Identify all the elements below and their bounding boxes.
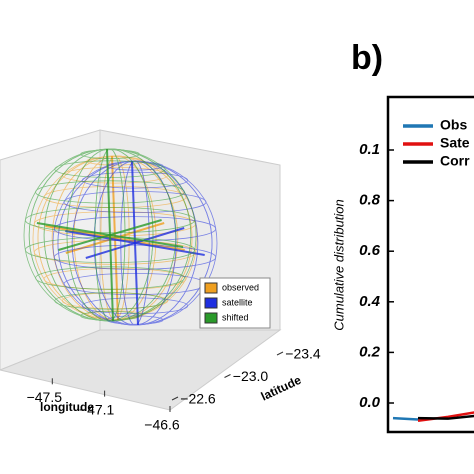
panel-label: b) — [351, 39, 383, 77]
x-axis-label: longitude — [40, 400, 94, 414]
y-axis-label: Cumulative distribution — [331, 199, 346, 331]
legend-swatch — [204, 312, 218, 324]
x-tick-label: −46.6 — [144, 417, 180, 433]
legend-label: Corr — [440, 153, 470, 169]
parallel — [86, 310, 144, 320]
y-tick-label: −23.0 — [233, 368, 269, 384]
plot-frame — [386, 95, 474, 434]
legend: observed satellite shifted — [199, 277, 271, 329]
y-tick — [171, 396, 179, 401]
parallel — [54, 292, 166, 310]
x-tick-label: −47.1 — [79, 401, 115, 417]
parallel — [81, 171, 189, 189]
line — [392, 416, 419, 421]
meridian — [57, 160, 213, 326]
meridian — [28, 148, 192, 322]
legend-swatch — [204, 282, 218, 294]
y-tick — [224, 374, 231, 378]
parallel — [54, 160, 166, 178]
parallel — [43, 267, 187, 291]
legend-label: observed — [222, 282, 259, 292]
sphere — [23, 148, 197, 322]
legend-label: satellite — [222, 297, 253, 307]
parallel — [80, 149, 140, 159]
parallel — [35, 266, 185, 290]
y-tick — [276, 351, 284, 356]
parallel — [80, 311, 140, 321]
y-tick-label: 0.6 — [359, 242, 381, 259]
axis-cross — [58, 219, 162, 251]
y-tick-label: 0.0 — [359, 394, 381, 411]
y-tick-label: 0.4 — [359, 293, 381, 310]
y-tick-label: 0.2 — [359, 343, 381, 360]
line — [417, 414, 474, 420]
legend-label: Sate — [440, 135, 470, 151]
y-tick-label: −22.6 — [180, 391, 216, 407]
parallel — [35, 180, 185, 204]
legend-label: shifted — [222, 312, 249, 322]
x-tick-label: −47.5 — [27, 389, 63, 405]
axis-cross — [85, 227, 185, 259]
y-tick-label: 0.1 — [359, 141, 380, 158]
y-tick-label: −23.4 — [285, 346, 321, 362]
y-tick-label: 0.8 — [359, 192, 381, 209]
legend-swatch — [204, 297, 218, 309]
legend-label: Obs — [440, 117, 467, 133]
parallel — [63, 190, 207, 214]
